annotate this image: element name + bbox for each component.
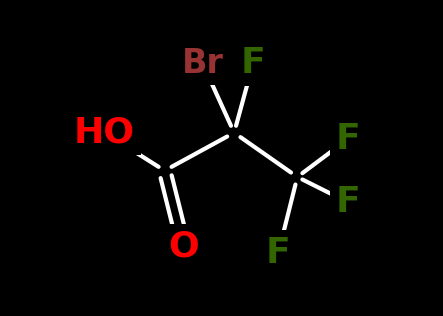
Text: F: F	[335, 185, 360, 219]
Text: F: F	[266, 236, 291, 270]
Text: F: F	[335, 122, 360, 156]
Text: F: F	[241, 46, 265, 80]
Text: Br: Br	[182, 47, 223, 80]
Text: HO: HO	[74, 116, 135, 150]
Text: O: O	[168, 229, 199, 264]
